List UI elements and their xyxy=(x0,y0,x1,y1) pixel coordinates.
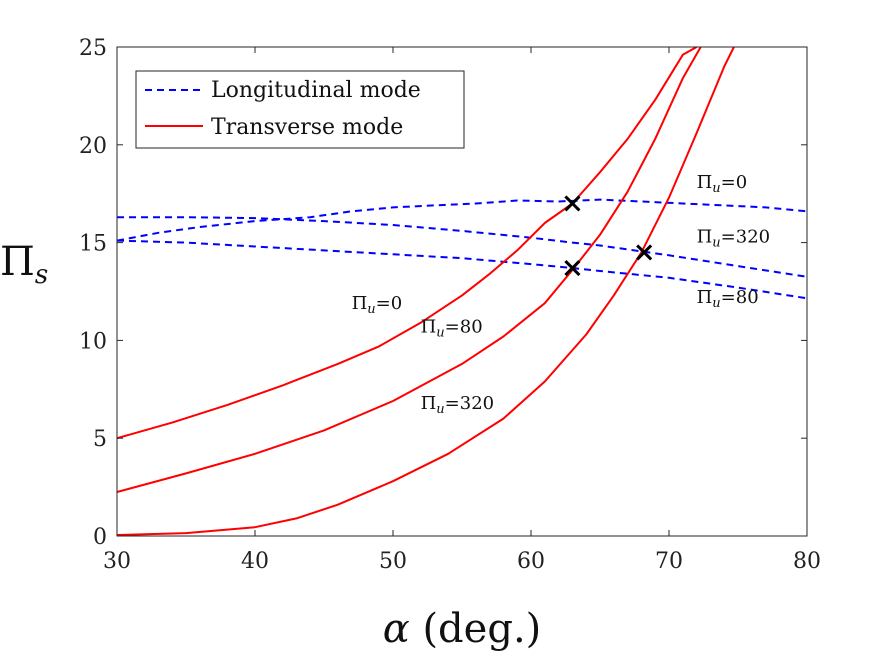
series-line-longitudinal-2 xyxy=(116,239,808,300)
x-tick-label-80: 80 xyxy=(793,549,821,574)
series-line-transverse-5 xyxy=(116,46,735,536)
curve-label-right-80: Πu=80 xyxy=(697,287,759,311)
y-tick-label-25: 25 xyxy=(79,36,107,61)
series-line-longitudinal-1 xyxy=(117,216,808,278)
y-tick-label-20: 20 xyxy=(79,134,107,159)
legend-box xyxy=(135,70,465,149)
intersection-marker-0 xyxy=(564,195,581,212)
intersection-marker-2 xyxy=(636,244,653,261)
y-axis-title: Πs xyxy=(0,239,48,290)
series-line-transverse-3 xyxy=(116,46,698,440)
x-tick-label-50: 50 xyxy=(379,549,407,574)
series-layer xyxy=(116,46,808,536)
series-line-transverse-4 xyxy=(116,46,702,493)
x-axis-title: α (deg.) xyxy=(383,606,542,652)
y-tick-label-10: 10 xyxy=(79,329,107,354)
x-tick-label-60: 60 xyxy=(517,549,545,574)
plot-frame xyxy=(116,46,808,537)
marker-layer xyxy=(564,195,653,277)
curve-label-right-0: Πu=0 xyxy=(697,172,748,196)
y-tick-label-5: 5 xyxy=(93,427,107,452)
curve-label-left-0: Πu=0 xyxy=(352,293,403,317)
curve-label-right-320: Πu=320 xyxy=(697,227,771,251)
annotation-layer: Πu=0 Πu=320 Πu=80 Πu=0 Πu=80 Πu=320 xyxy=(352,172,771,417)
curve-label-left-80: Πu=80 xyxy=(421,317,483,341)
tick-layer: 30 40 50 60 70 80 0 5 10 15 20 25 xyxy=(79,36,821,574)
y-tick-label-15: 15 xyxy=(79,232,107,257)
y-tick-label-0: 0 xyxy=(93,525,107,550)
legend-label-transverse: Transverse mode xyxy=(211,115,403,140)
x-tick-label-30: 30 xyxy=(103,549,131,574)
legend: Longitudinal mode Transverse mode xyxy=(135,70,465,149)
x-tick-label-70: 70 xyxy=(655,549,683,574)
curve-label-left-320: Πu=320 xyxy=(421,393,495,417)
legend-label-longitudinal: Longitudinal mode xyxy=(211,78,421,103)
series-line-longitudinal-0 xyxy=(116,198,808,242)
x-tick-label-40: 40 xyxy=(241,549,269,574)
intersection-marker-1 xyxy=(564,259,581,277)
